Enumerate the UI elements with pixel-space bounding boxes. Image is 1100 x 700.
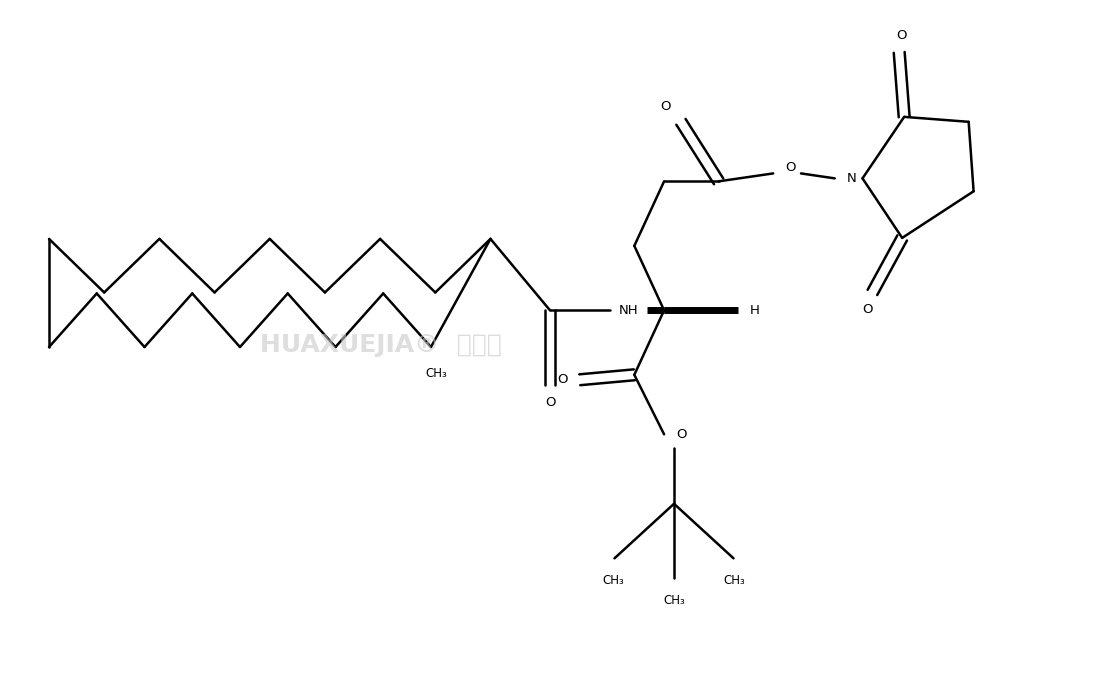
Text: CH₃: CH₃ (603, 574, 625, 587)
Text: N: N (847, 172, 857, 185)
Text: O: O (660, 100, 670, 113)
Text: O: O (862, 303, 872, 316)
Text: CH₃: CH₃ (425, 368, 447, 380)
Text: H: H (749, 304, 759, 317)
Text: HUAXUEJIA®  化学加: HUAXUEJIA® 化学加 (261, 333, 503, 357)
Text: O: O (544, 396, 556, 409)
Text: CH₃: CH₃ (663, 594, 685, 606)
Text: O: O (676, 428, 688, 441)
Text: O: O (784, 161, 795, 174)
Text: CH₃: CH₃ (724, 574, 746, 587)
Text: O: O (895, 29, 906, 42)
Text: O: O (558, 373, 568, 386)
Text: NH: NH (618, 304, 638, 317)
